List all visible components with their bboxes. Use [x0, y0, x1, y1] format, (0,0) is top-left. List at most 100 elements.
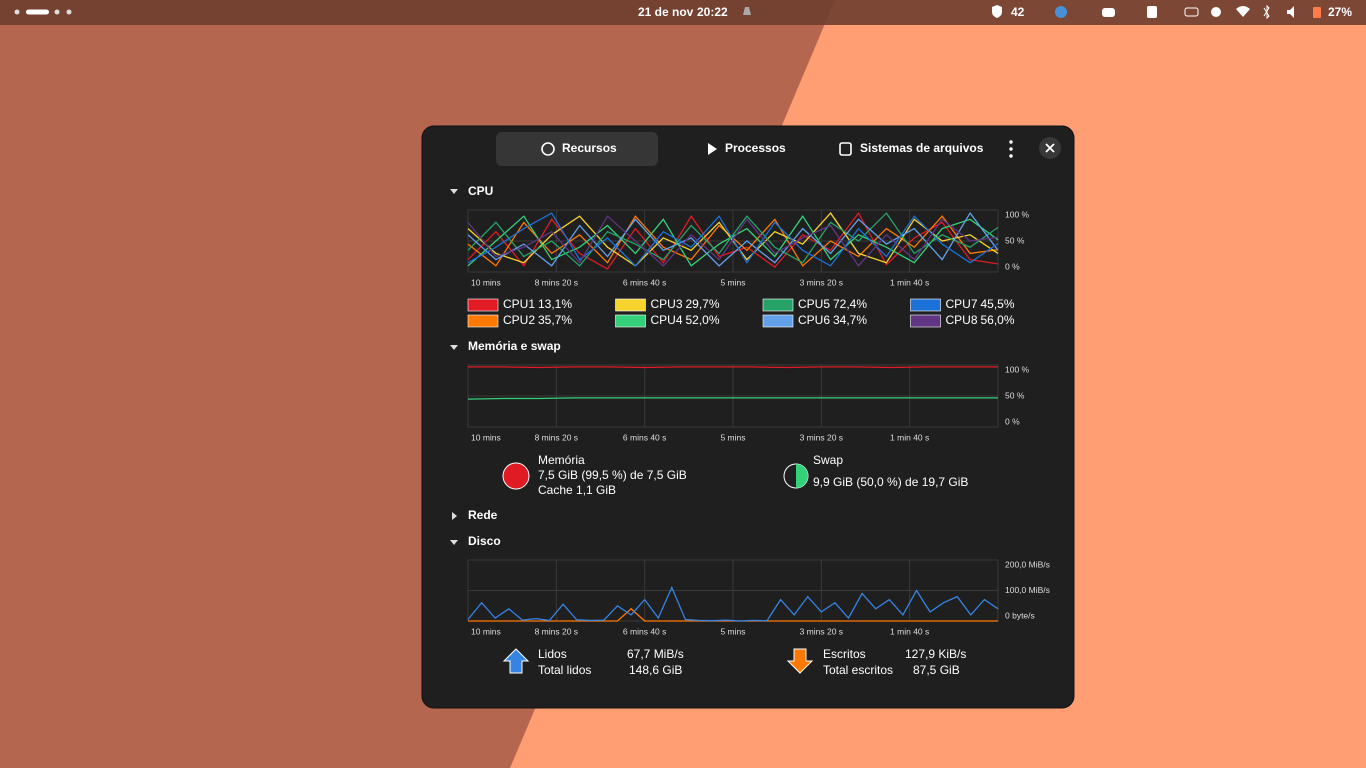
legend-name: CPU2	[503, 313, 535, 327]
legend-value: 34,7%	[833, 313, 867, 327]
write-rate: 127,9 KiB/s	[905, 647, 966, 661]
x-tick-label: 6 mins 40 s	[623, 432, 666, 442]
battery-saver-icon[interactable]	[1184, 7, 1199, 17]
y-tick-label: 0 byte/s	[1005, 610, 1035, 620]
section-title[interactable]: Disco	[468, 534, 501, 548]
discord-icon[interactable]	[1102, 8, 1115, 17]
legend-value: 29,7%	[686, 297, 720, 311]
write-total-label: Total escritos	[823, 663, 893, 677]
dnd-icon	[743, 7, 751, 15]
tab[interactable]: Processos	[725, 141, 786, 155]
night-icon[interactable]	[1211, 7, 1221, 17]
battery-level[interactable]: 27%	[1328, 5, 1352, 19]
y-tick-label: 50 %	[1005, 390, 1025, 400]
graph-line	[467, 211, 999, 270]
y-tick-label: 0 %	[1005, 261, 1020, 271]
legend-swatch	[615, 314, 646, 328]
x-tick-label: 5 mins	[720, 626, 745, 636]
play-icon	[708, 143, 717, 155]
graph-line	[467, 211, 999, 267]
swap-label: Swap	[813, 453, 843, 467]
menu-button[interactable]	[1009, 140, 1013, 158]
expander[interactable]	[452, 512, 457, 520]
tab-active[interactable]	[496, 132, 658, 166]
read-icon	[502, 648, 530, 674]
x-tick-label: 3 mins 20 s	[800, 277, 843, 287]
y-tick-label: 100,0 MiB/s	[1005, 585, 1050, 595]
tab[interactable]: Sistemas de arquivos	[860, 141, 984, 155]
graph-line	[467, 215, 999, 267]
wifi-icon[interactable]	[1236, 6, 1250, 17]
workspace-dot[interactable]	[14, 9, 20, 15]
close-icon	[1045, 143, 1055, 153]
x-tick-label: 10 mins	[471, 626, 501, 636]
notification-count[interactable]: 42	[1011, 5, 1025, 19]
workspace-dot[interactable]	[66, 9, 72, 15]
section-title[interactable]: Rede	[468, 508, 498, 522]
legend-value: 72,4%	[833, 297, 867, 311]
clipboard-icon[interactable]	[1147, 6, 1157, 18]
x-tick-label: 8 mins 20 s	[535, 626, 578, 636]
tab[interactable]: Recursos	[562, 141, 617, 155]
x-tick-label: 1 min 40 s	[890, 626, 929, 636]
legend-name: CPU4	[651, 313, 683, 327]
date[interactable]: 21 de nov	[638, 5, 694, 19]
legend-swatch	[467, 298, 499, 312]
swap-pie-used	[796, 464, 808, 488]
y-tick-label: 50 %	[1005, 235, 1025, 245]
x-tick-label: 1 min 40 s	[890, 277, 929, 287]
expander[interactable]	[450, 540, 458, 545]
x-tick-label: 1 min 40 s	[890, 432, 929, 442]
write-icon	[786, 648, 814, 674]
legend-swatch	[762, 298, 794, 312]
app-icon[interactable]	[1055, 6, 1067, 18]
section-title[interactable]: CPU	[468, 184, 493, 198]
graph-line	[467, 585, 999, 622]
legend-value: 52,0%	[686, 313, 720, 327]
section-title[interactable]: Memória e swap	[468, 339, 561, 353]
x-tick-label: 3 mins 20 s	[800, 626, 843, 636]
memory-usage: 7,5 GiB (99,5 %) de 7,5 GiB	[538, 468, 687, 482]
legend-swatch	[910, 314, 941, 328]
memory-cache: Cache 1,1 GiB	[538, 483, 616, 497]
volume-icon[interactable]	[1287, 6, 1294, 18]
x-tick-label: 6 mins 40 s	[623, 626, 666, 636]
x-tick-label: 5 mins	[720, 277, 745, 287]
x-tick-label: 5 mins	[720, 432, 745, 442]
battery-icon[interactable]	[1313, 7, 1321, 18]
x-tick-label: 6 mins 40 s	[623, 277, 666, 287]
shield-icon[interactable]	[992, 5, 1002, 18]
y-tick-label: 100 %	[1005, 364, 1030, 374]
y-tick-label: 100 %	[1005, 209, 1030, 219]
legend-name: CPU8	[946, 313, 978, 327]
x-tick-label: 8 mins 20 s	[535, 277, 578, 287]
bluetooth-icon[interactable]	[1263, 4, 1270, 20]
legend-swatch	[762, 314, 794, 328]
read-total: 148,6 GiB	[629, 663, 682, 677]
read-rate: 67,7 MiB/s	[627, 647, 684, 661]
read-label: Lidos	[538, 647, 567, 661]
legend-name: CPU5	[798, 297, 830, 311]
legend-name: CPU6	[798, 313, 830, 327]
legend-name: CPU1	[503, 297, 535, 311]
time[interactable]: 20:22	[697, 5, 728, 19]
graph-line	[467, 397, 998, 400]
write-label: Escritos	[823, 647, 866, 661]
graph-line	[467, 215, 999, 267]
expander[interactable]	[450, 189, 458, 194]
legend-swatch	[467, 314, 499, 328]
y-tick-label: 200,0 MiB/s	[1005, 559, 1050, 569]
gauge-icon	[541, 142, 555, 156]
workspace-active[interactable]	[26, 9, 49, 15]
legend-swatch	[910, 298, 941, 312]
x-tick-label: 10 mins	[471, 432, 501, 442]
legend-value: 35,7%	[538, 313, 572, 327]
expander[interactable]	[450, 345, 458, 350]
top-bar	[0, 0, 1366, 25]
legend-name: CPU7	[946, 297, 978, 311]
legend-swatch	[615, 298, 646, 312]
legend-value: 45,5%	[981, 297, 1015, 311]
workspace-dot[interactable]	[54, 9, 60, 15]
graph-line	[467, 212, 999, 267]
swap-usage: 9,9 GiB (50,0 %) de 19,7 GiB	[813, 475, 968, 489]
